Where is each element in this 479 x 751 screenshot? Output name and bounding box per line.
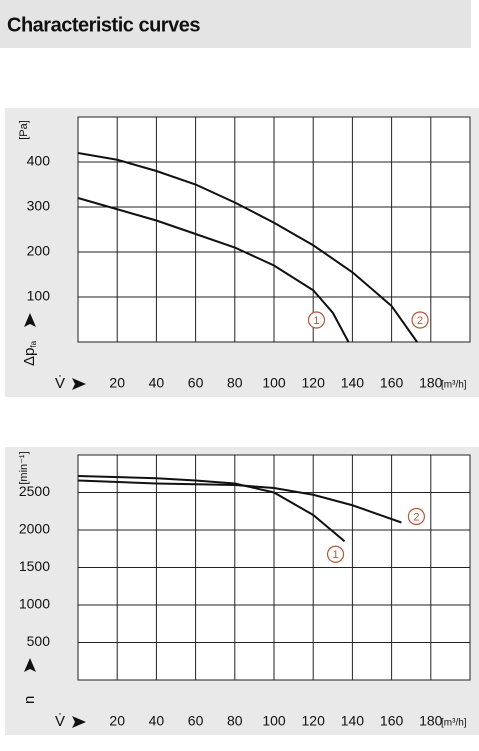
y-tick-label: 1000	[19, 596, 50, 612]
x-tick-label: 80	[227, 375, 243, 391]
x-tick-label: 120	[302, 713, 326, 729]
curve	[77, 475, 346, 543]
curve-label: 2	[417, 315, 423, 327]
y-tick-label: 200	[27, 243, 51, 259]
x-tick-label: 100	[262, 375, 286, 391]
y-axis-label: n	[21, 696, 38, 704]
header-band	[0, 0, 471, 48]
curve-label: 1	[332, 549, 338, 561]
y-arrow	[24, 658, 36, 672]
x-tick-label: 80	[227, 713, 243, 729]
x-tick-label: 60	[188, 375, 204, 391]
x-tick-label: 40	[149, 375, 165, 391]
x-arrow	[72, 716, 86, 728]
curve	[77, 152, 418, 343]
x-tick-label: 20	[109, 713, 125, 729]
y-axis-label-main: Δp	[21, 348, 38, 366]
x-tick-label: 120	[302, 375, 326, 391]
x-tick-label: 180	[419, 713, 443, 729]
y-axis-label-sub: fa	[29, 340, 38, 347]
y-tick-label: 1500	[19, 558, 50, 574]
y-tick-label: 2500	[19, 483, 50, 499]
x-axis-label: V̇	[55, 375, 65, 392]
y-arrow	[24, 313, 36, 327]
x-axis-unit: [m³/h]	[441, 380, 467, 391]
curve-marker	[407, 507, 425, 526]
curve	[77, 197, 350, 343]
x-arrow	[72, 378, 86, 390]
curve-label: 1	[313, 315, 319, 327]
curve-marker	[307, 311, 326, 329]
y-axis-label: Δpfa	[21, 340, 38, 366]
y-tick-label: 300	[27, 198, 51, 214]
curve-marker	[326, 545, 345, 563]
y-tick-label: 500	[27, 633, 51, 649]
x-axis-unit: [m³/h]	[441, 718, 467, 729]
x-tick-label: 180	[419, 375, 443, 391]
x-tick-label: 160	[380, 713, 404, 729]
x-tick-label: 160	[380, 375, 404, 391]
x-tick-label: 40	[149, 713, 165, 729]
x-axis-label: V̇	[55, 713, 65, 730]
curve-label: 2	[413, 511, 419, 523]
x-tick-label: 140	[341, 375, 365, 391]
x-tick-label: 60	[188, 713, 204, 729]
x-tick-label: 140	[341, 713, 365, 729]
y-axis-unit: [min⁻¹]	[18, 451, 30, 484]
x-tick-label: 20	[109, 375, 125, 391]
y-axis-label-main: n	[21, 696, 38, 704]
y-tick-label: 100	[27, 288, 51, 304]
page-title: Characteristic curves	[7, 14, 200, 36]
y-tick-label: 400	[27, 153, 51, 169]
y-tick-label: 2000	[19, 521, 50, 537]
curve-marker	[411, 311, 429, 329]
curve	[77, 479, 402, 524]
y-axis-unit: [Pa]	[18, 120, 30, 140]
x-tick-label: 100	[262, 713, 286, 729]
